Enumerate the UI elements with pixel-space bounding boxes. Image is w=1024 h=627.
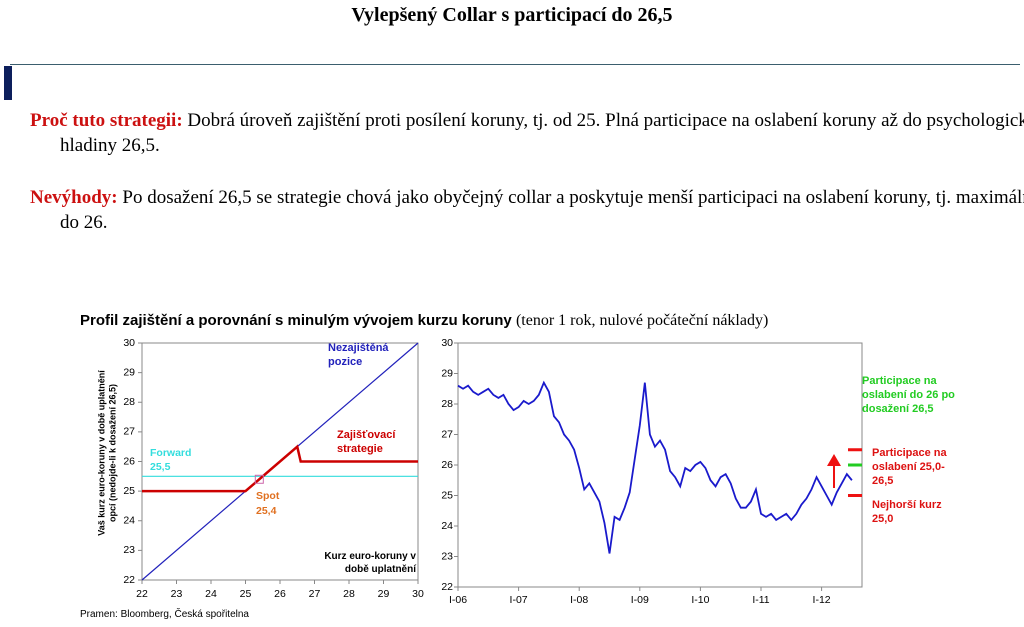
- y-tick-label: 23: [441, 550, 453, 562]
- forward-label: Forward: [150, 447, 191, 459]
- y-tick-label: 29: [441, 367, 453, 379]
- x-tick-label: I-08: [570, 594, 588, 606]
- y-axis-label: Vaš kurz euro-koruny v době uplatnění op…: [96, 370, 118, 536]
- paragraph: Nevýhody: Po dosažení 26,5 se strategie …: [30, 185, 1024, 235]
- x-tick-label: 25: [240, 588, 252, 600]
- accent-bar: [4, 66, 12, 100]
- x-tick-label: I-10: [691, 594, 709, 606]
- y-tick-label: 27: [441, 428, 453, 440]
- y-tick-label: 25: [123, 485, 135, 497]
- paragraph-text: Dobrá úroveň zajištění proti posílení ko…: [60, 110, 1024, 156]
- y-tick-label: 29: [123, 366, 135, 378]
- figure-title: Profil zajištění a porovnání s minulým v…: [80, 312, 768, 330]
- spot-value: 25,4: [256, 505, 277, 517]
- figure-subtitle: (tenor 1 rok, nulové počáteční náklady): [515, 312, 769, 329]
- y-tick-label: 25: [441, 489, 453, 501]
- y-tick-label: 24: [441, 520, 453, 532]
- x-tick-label: I-11: [752, 594, 769, 606]
- y-tick-label: 23: [123, 544, 135, 556]
- series-line: [457, 380, 853, 554]
- x-tick-label: 27: [309, 588, 321, 600]
- y-tick-label: 22: [123, 574, 135, 586]
- x-tick-label: 22: [136, 588, 148, 600]
- paragraph: Proč tuto strategii: Dobrá úroveň zajišt…: [30, 108, 1024, 158]
- y-tick-label: 30: [441, 337, 453, 349]
- y-tick-label: 28: [123, 396, 135, 408]
- x-tick-label: I-09: [631, 594, 649, 606]
- y-tick-label: 26: [441, 459, 453, 471]
- y-tick-label: 22: [441, 581, 453, 593]
- figure-title-main: Profil zajištění a porovnání s minulým v…: [80, 312, 512, 329]
- spot-label: Spot: [256, 490, 280, 502]
- paragraph-text: Po dosažení 26,5 se strategie chová jako…: [60, 187, 1024, 233]
- series-line: [142, 444, 418, 493]
- forward-value: 25,5: [150, 461, 171, 473]
- series-label: Zajišťovací strategie: [337, 429, 396, 455]
- series-label: Nezajištěná pozice: [328, 342, 389, 368]
- annotation: Participace na oslabení do 26 po dosažen…: [862, 375, 955, 415]
- rule: [10, 64, 1020, 65]
- source: Pramen: Bloomberg, Česká spořitelna: [80, 609, 249, 620]
- x-tick-label: 24: [205, 588, 217, 600]
- x-tick-label: 29: [378, 588, 390, 600]
- annotation: Participace na oslabení 25,0-26,5: [872, 447, 947, 487]
- plot-frame: [457, 342, 863, 588]
- annotation: Nejhorší kurz 25,0: [872, 499, 942, 525]
- paragraph-lead: Proč tuto strategii:: [30, 110, 183, 131]
- y-tick-label: 26: [123, 455, 135, 467]
- paragraph-lead: Nevýhody:: [30, 187, 118, 208]
- slide-title: Vylepšený Collar s participací do 26,5: [351, 4, 673, 26]
- spot-marker: [254, 474, 264, 484]
- y-tick-label: 30: [123, 337, 135, 349]
- x-tick-label: 28: [343, 588, 355, 600]
- x-tick-label: I-12: [813, 594, 831, 606]
- x-tick-label: I-07: [510, 594, 528, 606]
- y-tick-label: 28: [441, 398, 453, 410]
- y-tick-label: 24: [123, 515, 135, 527]
- x-tick-label: I-06: [449, 594, 467, 606]
- x-tick-label: 30: [412, 588, 424, 600]
- x-axis-label: Kurz euro-koruny v době uplatnění: [324, 551, 416, 575]
- x-tick-label: 23: [171, 588, 183, 600]
- y-tick-label: 27: [123, 426, 135, 438]
- arrow: [827, 454, 841, 488]
- x-tick-label: 26: [274, 588, 286, 600]
